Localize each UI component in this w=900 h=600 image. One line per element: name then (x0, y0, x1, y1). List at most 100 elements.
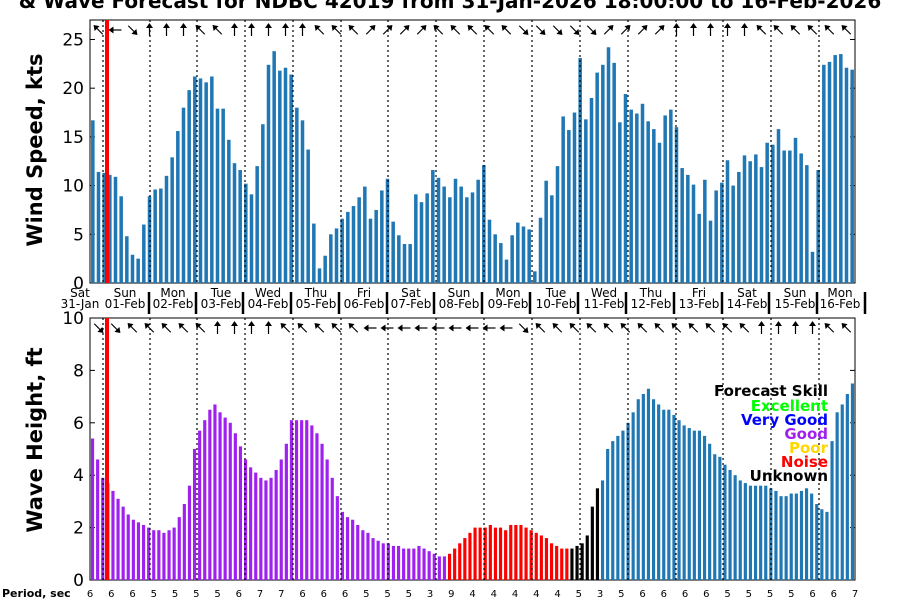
wind-direction-arrow (637, 25, 648, 35)
wave-direction-arrow (586, 323, 597, 333)
day-name-label: Sun (784, 286, 807, 300)
day-name-label: Tue (545, 286, 567, 300)
day-name-label: Mon (495, 286, 520, 300)
wind-bar (215, 108, 220, 283)
wind-bar (510, 235, 514, 283)
wave-y-axis-label: Wave Height, ft (23, 347, 47, 532)
wave-y-tick-label: 2 (73, 519, 84, 539)
wind-direction-arrow (93, 25, 104, 35)
wind-bar (453, 178, 458, 283)
wind-direction-arrow (450, 25, 461, 35)
wave-bar (646, 388, 651, 580)
day-date-label: 02-Feb (153, 297, 194, 311)
wave-bar (662, 409, 666, 580)
day-name-label: Wed (255, 286, 281, 300)
wind-direction-arrow (127, 25, 138, 35)
wind-bar (221, 108, 225, 283)
wave-bar (126, 514, 130, 580)
wind-bar (374, 209, 378, 283)
wind-bar (533, 271, 537, 283)
wind-bar (380, 190, 384, 283)
wave-bar (396, 545, 401, 580)
wave-direction-arrow (705, 323, 716, 333)
period-value: 4 (512, 589, 518, 600)
wave-bar (539, 535, 543, 580)
period-value: 4 (469, 589, 475, 600)
wind-bar (708, 220, 713, 283)
wind-direction-arrow (673, 23, 680, 36)
wave-bar (672, 414, 676, 580)
wind-bar (153, 189, 157, 283)
wave-bar (131, 519, 135, 580)
wind-bar (357, 197, 361, 283)
wave-bar (534, 532, 538, 580)
wave-bar (157, 530, 161, 580)
period-value: 6 (236, 589, 242, 600)
wave-bar (90, 438, 95, 580)
wave-bar (218, 412, 222, 580)
day-name-label: Sat (737, 286, 757, 300)
wave-direction-arrow (465, 324, 479, 332)
wave-plot-frame (89, 317, 856, 581)
wind-direction-arrow (180, 23, 187, 36)
wind-direction-arrow (331, 25, 342, 35)
wind-y-tick-label: 5 (73, 225, 84, 245)
legend-title: Forecast Skill (714, 382, 828, 400)
wave-direction-arrow (380, 324, 394, 332)
wind-bar (261, 124, 265, 284)
wave-bar (544, 538, 549, 580)
wind-bar (193, 76, 197, 283)
wave-bar (804, 488, 809, 580)
wind-direction-arrow (399, 25, 410, 35)
wave-height-panel: 0 2 4 6 8 10 6 6 6 5 5 5 5 6 7 7 6 6 6 5 5 5 3 9 4 4 4 4 4 5 3 5 6 6 6 6 5 5 5… (62, 309, 858, 600)
wave-direction-arrow (231, 321, 238, 334)
wave-bar (417, 545, 421, 580)
wind-direction-arrow (773, 25, 784, 35)
wind-direction-arrow (518, 25, 529, 35)
period-label: Period, sec (2, 587, 71, 600)
wave-direction-arrow (841, 323, 852, 333)
wave-bar (789, 493, 793, 580)
day-date-label: 04-Feb (248, 297, 289, 311)
wave-bar (371, 538, 375, 580)
wave-bar (565, 548, 569, 580)
wave-bar (657, 404, 661, 580)
wave-bar (325, 459, 329, 580)
wave-bar (616, 435, 620, 580)
wave-bar (718, 456, 722, 580)
wave-bar (514, 524, 518, 580)
wave-bar (498, 527, 503, 580)
wind-bar (567, 130, 571, 283)
wave-bar (223, 417, 227, 580)
wind-bar (436, 177, 441, 283)
day-date-label: 31-Jan (61, 297, 100, 311)
period-value: 6 (682, 589, 688, 600)
wind-bar (731, 185, 735, 283)
period-value: 6 (129, 589, 135, 600)
wind-bar (680, 168, 684, 283)
wind-bar (351, 206, 356, 283)
wave-direction-arrow (792, 321, 799, 334)
wind-bar (538, 217, 543, 283)
wind-bar (788, 150, 792, 283)
wind-bar (198, 78, 203, 283)
wave-bar (356, 524, 360, 580)
wind-bar (459, 186, 463, 283)
wind-bar (516, 222, 520, 283)
wave-bar (606, 449, 610, 580)
wind-bar (176, 131, 180, 283)
wind-direction-arrow (314, 25, 325, 35)
wind-bar (170, 157, 174, 283)
wind-bar (839, 54, 843, 284)
wave-bar (774, 490, 778, 580)
wind-bar (635, 113, 639, 283)
legend-entry: Excellent (751, 397, 828, 415)
wave-bar (422, 548, 426, 580)
wave-bar (458, 543, 462, 580)
wave-bar (361, 530, 365, 580)
wind-bar (300, 120, 305, 284)
wave-bar (815, 504, 819, 580)
wave-bar (677, 420, 681, 580)
wind-bar (584, 119, 588, 283)
